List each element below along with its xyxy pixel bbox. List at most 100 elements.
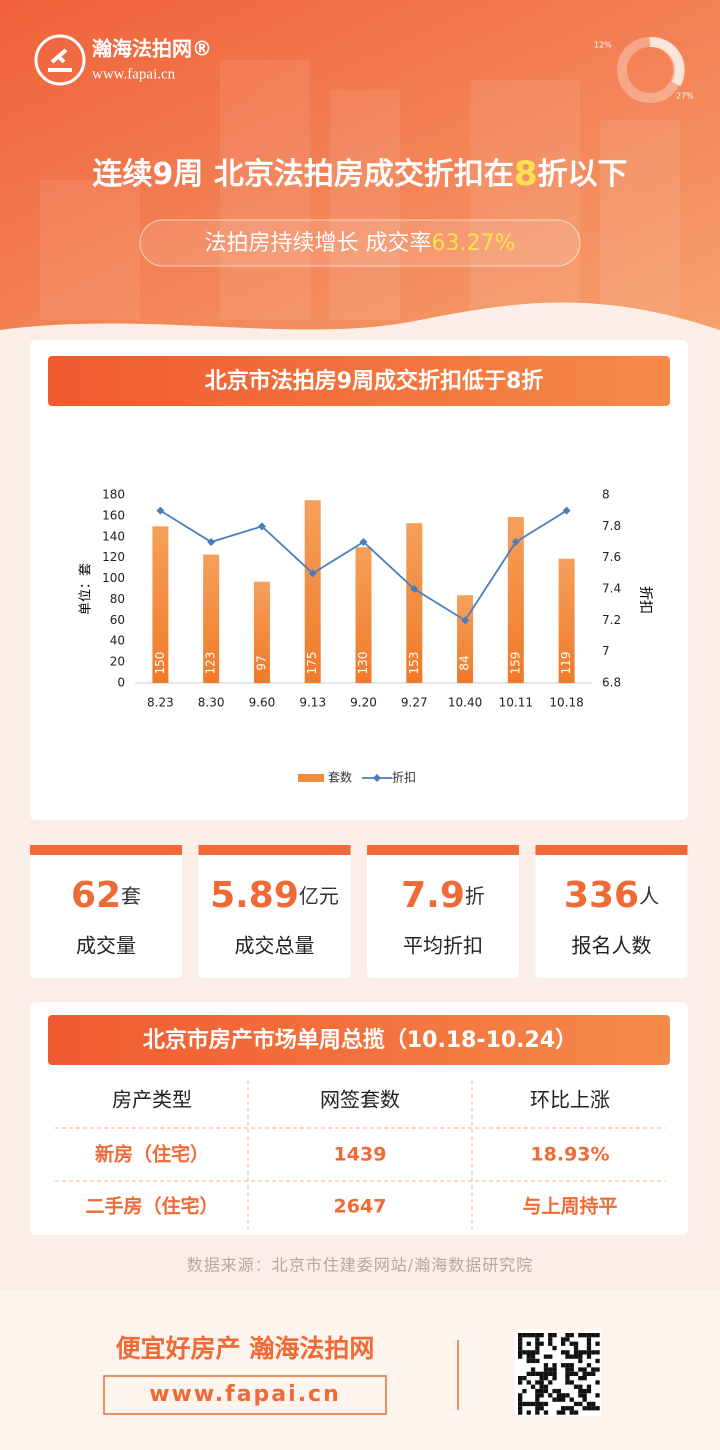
qr-cell bbox=[530, 1333, 536, 1338]
qr-cell bbox=[530, 1384, 536, 1389]
qr-cell bbox=[539, 1341, 544, 1346]
qr-cell bbox=[561, 1406, 566, 1411]
x-tick-label: 10.18 bbox=[549, 696, 583, 710]
qr-cell bbox=[565, 1363, 570, 1368]
qr-cell bbox=[518, 1397, 523, 1402]
bar bbox=[507, 516, 524, 683]
qr-cell bbox=[569, 1371, 574, 1376]
stat-label: 报名人数 bbox=[572, 934, 652, 958]
stat-card bbox=[30, 845, 182, 978]
qr-cell bbox=[565, 1337, 570, 1342]
qr-cell bbox=[518, 1393, 523, 1398]
qr-cell bbox=[591, 1350, 596, 1355]
logo-hammer bbox=[48, 48, 72, 72]
bar-value-label: 175 bbox=[305, 652, 319, 675]
qr-cell bbox=[552, 1371, 557, 1376]
qr-cell bbox=[591, 1406, 596, 1411]
qr-cell bbox=[561, 1337, 566, 1342]
y2-tick-label: 6.8 bbox=[602, 676, 621, 690]
stat-card bbox=[367, 845, 519, 978]
qr-cell bbox=[543, 1388, 549, 1394]
qr-cell bbox=[526, 1358, 531, 1364]
title-highlight: 8 bbox=[514, 154, 538, 194]
y-tick-label: 160 bbox=[102, 508, 125, 522]
qr-cell bbox=[535, 1397, 540, 1402]
qr-cell bbox=[586, 1363, 592, 1368]
bar bbox=[406, 523, 423, 683]
qr-cell bbox=[526, 1333, 531, 1338]
qr-pattern bbox=[518, 1333, 600, 1415]
x-tick-label: 9.60 bbox=[249, 696, 276, 710]
qr-cell bbox=[539, 1376, 544, 1381]
logo-name: 瀚海法拍网® bbox=[92, 37, 212, 61]
legend-marker bbox=[373, 774, 381, 782]
y-tick-label: 0 bbox=[117, 676, 125, 690]
qr-cell bbox=[543, 1371, 549, 1376]
stat-number: 5.89 bbox=[210, 875, 299, 916]
qr-cell bbox=[552, 1333, 557, 1338]
qr-cell bbox=[578, 1354, 583, 1359]
line-marker bbox=[156, 506, 165, 515]
y-axis-label: 单位：套 bbox=[78, 563, 94, 615]
qr-cell bbox=[526, 1371, 531, 1376]
qr-cell bbox=[591, 1367, 596, 1372]
qr-cell bbox=[578, 1384, 583, 1389]
y2-tick-label: 7.6 bbox=[602, 550, 621, 564]
qr-cell bbox=[595, 1333, 600, 1338]
decor-label: 27% bbox=[676, 92, 694, 101]
qr-cell bbox=[569, 1406, 574, 1411]
stat-value: 7.9折 bbox=[401, 875, 485, 916]
title-part: 折以下 bbox=[538, 157, 628, 192]
footer-url: www.fapai.cn bbox=[149, 1382, 341, 1407]
qr-cell bbox=[548, 1354, 553, 1359]
x-tick-label: 8.23 bbox=[147, 696, 174, 710]
qr-cell bbox=[578, 1367, 583, 1372]
bar bbox=[152, 526, 169, 683]
qr-cell bbox=[518, 1380, 523, 1385]
qr-cell bbox=[586, 1345, 592, 1351]
qr-cell bbox=[582, 1393, 587, 1398]
line-marker bbox=[562, 506, 571, 515]
qr-cell bbox=[530, 1371, 536, 1376]
qr-cell bbox=[582, 1371, 587, 1376]
stat-card bbox=[535, 845, 688, 978]
legend-swatch bbox=[298, 774, 324, 782]
qr-cell bbox=[586, 1406, 592, 1411]
qr-cell bbox=[569, 1410, 574, 1415]
qr-cell bbox=[561, 1341, 566, 1346]
y-tick-label: 100 bbox=[102, 571, 125, 585]
title-part: 连续9周 北京法拍房成交折扣在 bbox=[93, 157, 514, 192]
bar-value-label: 159 bbox=[508, 652, 522, 675]
qr-cell bbox=[522, 1376, 527, 1381]
qr-cell bbox=[552, 1363, 557, 1368]
qr-cell bbox=[552, 1397, 557, 1402]
y-tick-label: 40 bbox=[110, 634, 125, 648]
source: 数据来源：北京市住建委网站/瀚海数据研究院 bbox=[187, 1256, 533, 1275]
qr-cell bbox=[582, 1350, 587, 1355]
qr-cell bbox=[548, 1393, 553, 1398]
qr-cell bbox=[578, 1350, 583, 1355]
footer-url-box bbox=[103, 1375, 387, 1415]
y-tick-label: 140 bbox=[102, 529, 125, 543]
qr-cell bbox=[548, 1333, 553, 1338]
logo-icon bbox=[34, 34, 86, 86]
qr-cell bbox=[522, 1388, 527, 1394]
qr-cell bbox=[535, 1337, 540, 1342]
table-cell: 新房（住宅） bbox=[95, 1143, 209, 1166]
bar bbox=[253, 581, 270, 683]
qr-cell bbox=[586, 1354, 592, 1359]
y-tick-label: 20 bbox=[110, 655, 125, 669]
qr-cell bbox=[526, 1354, 531, 1359]
qr-cell bbox=[591, 1401, 596, 1407]
qr-cell bbox=[582, 1397, 587, 1402]
qr-cell bbox=[556, 1397, 561, 1402]
qr-cell bbox=[565, 1371, 570, 1376]
stat-label: 成交量 bbox=[76, 934, 136, 958]
qr-cell bbox=[595, 1358, 600, 1364]
qr-cell bbox=[569, 1367, 574, 1372]
qr-cell bbox=[535, 1393, 540, 1398]
qr-cell bbox=[526, 1341, 531, 1346]
qr-cell bbox=[578, 1393, 583, 1398]
